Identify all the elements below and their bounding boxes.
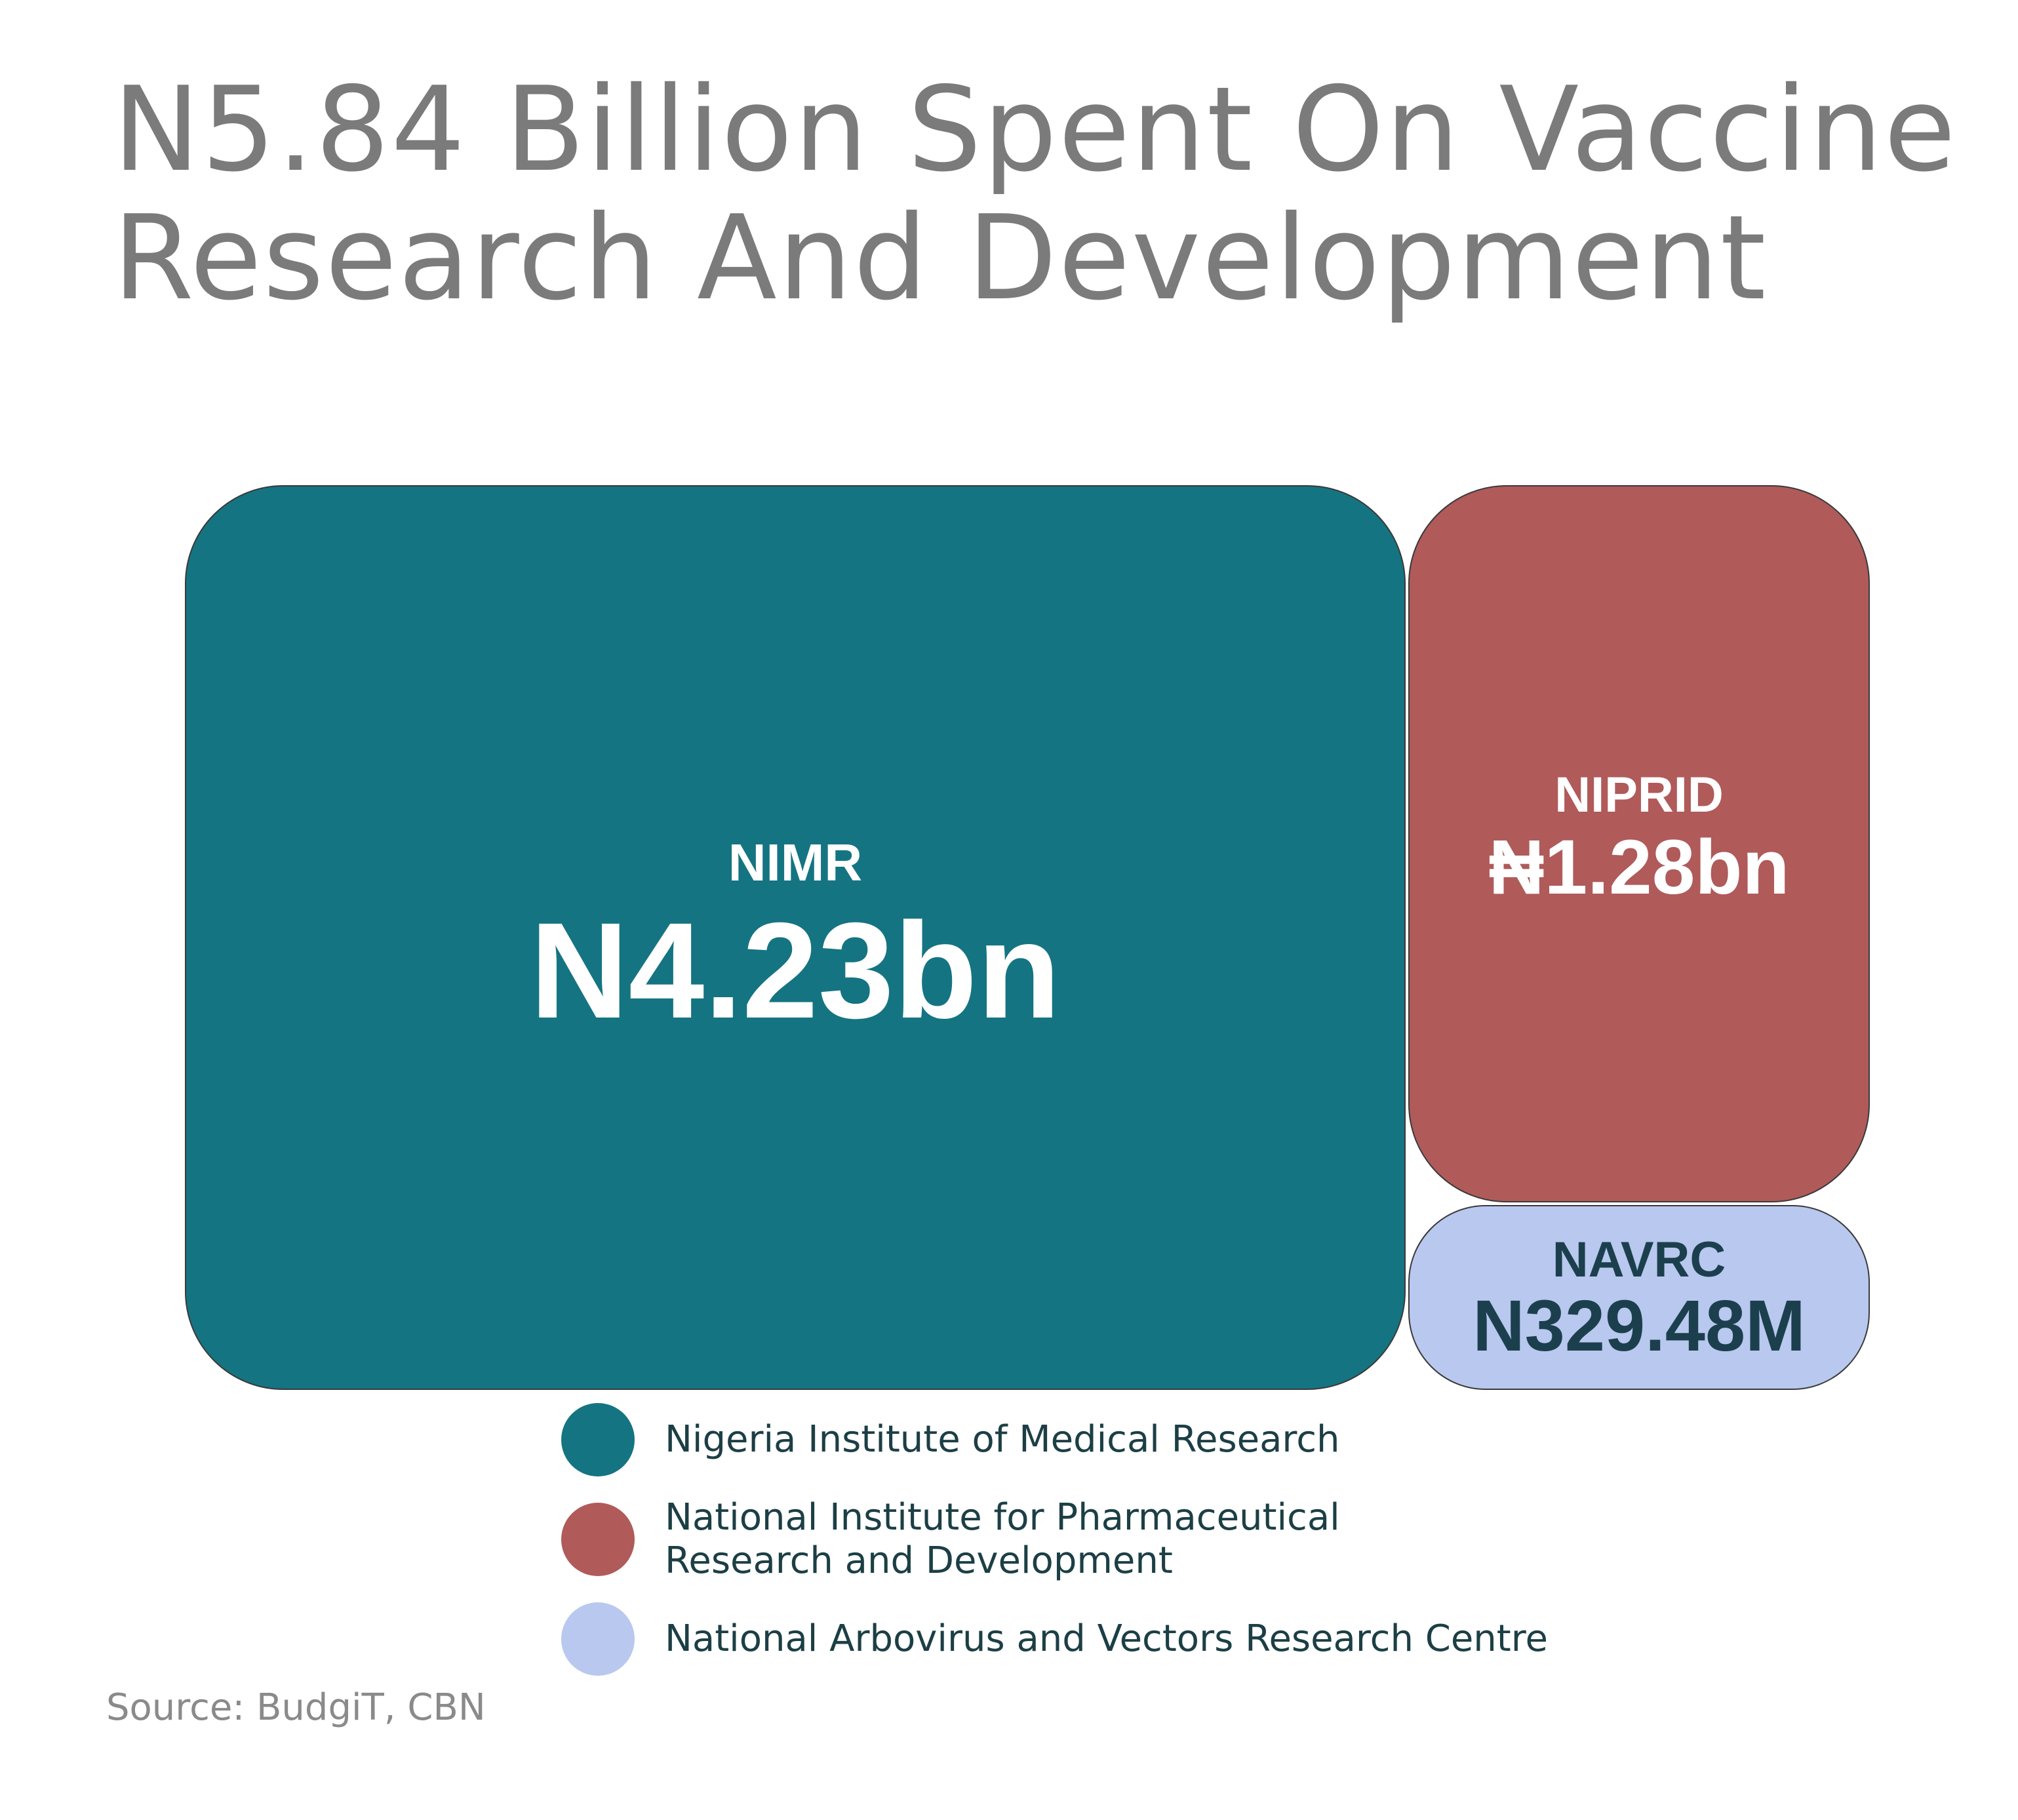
treemap-value-navrc: N329.48M bbox=[1473, 1285, 1806, 1366]
legend-swatch-niprid bbox=[561, 1503, 635, 1576]
chart-title: N5.84 Billion Spent On Vaccine Research … bbox=[113, 62, 1958, 326]
treemap-tile-navrc: NAVRC N329.48M bbox=[1408, 1205, 1870, 1390]
legend-label-navrc: National Arbovirus and Vectors Research … bbox=[665, 1617, 1548, 1660]
legend-label-nimr: Nigeria Institute of Medical Research bbox=[665, 1418, 1340, 1461]
treemap-tile-niprid: NIPRID ₦1.28bn bbox=[1408, 485, 1870, 1202]
treemap-value-nimr: N4.23bn bbox=[530, 894, 1061, 1047]
source-note: Source: BudgiT, CBN bbox=[106, 1686, 486, 1729]
treemap-label-niprid: NIPRID bbox=[1554, 767, 1724, 823]
treemap-value-niprid: ₦1.28bn bbox=[1488, 824, 1790, 911]
treemap-label-navrc: NAVRC bbox=[1552, 1231, 1726, 1288]
legend-label-niprid: National Institute for Pharmaceutical Re… bbox=[665, 1496, 1340, 1582]
chart-title-line-1: N5.84 Billion Spent On Vaccine bbox=[113, 62, 1958, 197]
legend-item-navrc: National Arbovirus and Vectors Research … bbox=[561, 1602, 1741, 1676]
legend-swatch-nimr bbox=[561, 1403, 635, 1476]
legend: Nigeria Institute of Medical Research Nat… bbox=[561, 1403, 1741, 1695]
legend-swatch-navrc bbox=[561, 1602, 635, 1676]
legend-item-niprid: National Institute for Pharmaceutical Re… bbox=[561, 1496, 1741, 1583]
treemap-label-nimr: NIMR bbox=[728, 833, 863, 892]
legend-item-nimr: Nigeria Institute of Medical Research bbox=[561, 1403, 1741, 1476]
chart-title-line-2: Research And Development bbox=[113, 190, 1768, 326]
treemap-tile-nimr: NIMR N4.23bn bbox=[185, 485, 1406, 1390]
